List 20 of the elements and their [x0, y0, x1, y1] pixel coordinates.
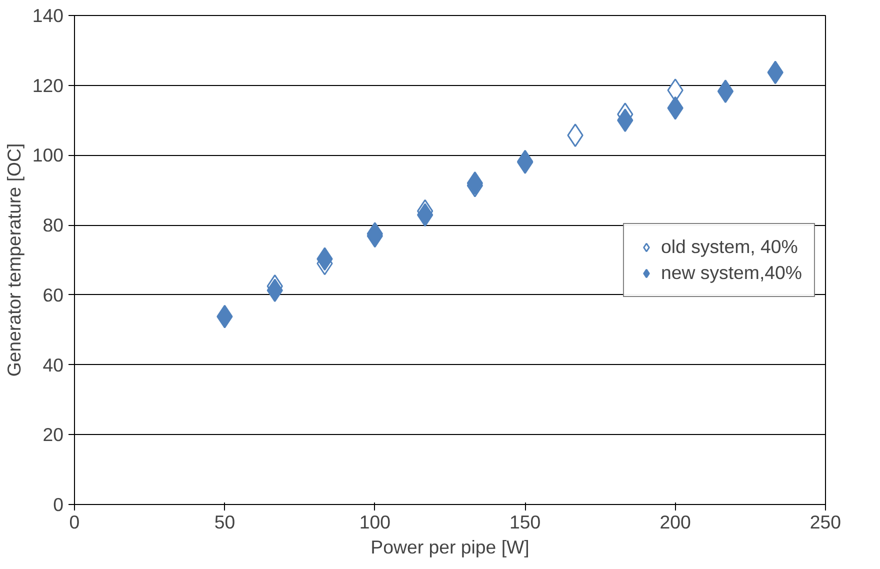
y-axis-title: Generator temperature [OC] [3, 143, 24, 377]
legend-label: new system,40% [660, 262, 802, 284]
y-tick-label: 80 [42, 214, 64, 236]
point [416, 203, 434, 227]
y-tick-label: 120 [32, 74, 64, 96]
x-tick-label: 100 [359, 512, 390, 532]
y-tick-label: 100 [32, 144, 64, 166]
x-tick-label: 200 [660, 512, 691, 532]
y-tick-label: 0 [53, 494, 64, 515]
x-tick-label: 50 [214, 512, 236, 532]
x-tick-label: 250 [810, 512, 842, 532]
x-tick-label: 0 [69, 512, 80, 532]
y-tick-label: 40 [42, 354, 64, 376]
x-tick-label: 150 [510, 512, 541, 532]
x-axis-title: Power per pipe [W] [370, 536, 530, 558]
y-tick-label: 60 [42, 284, 64, 306]
point [717, 80, 734, 104]
y-tick-label: 140 [32, 5, 64, 26]
y-tick-label: 20 [42, 424, 64, 446]
legend-label: old system, 40% [660, 236, 798, 258]
